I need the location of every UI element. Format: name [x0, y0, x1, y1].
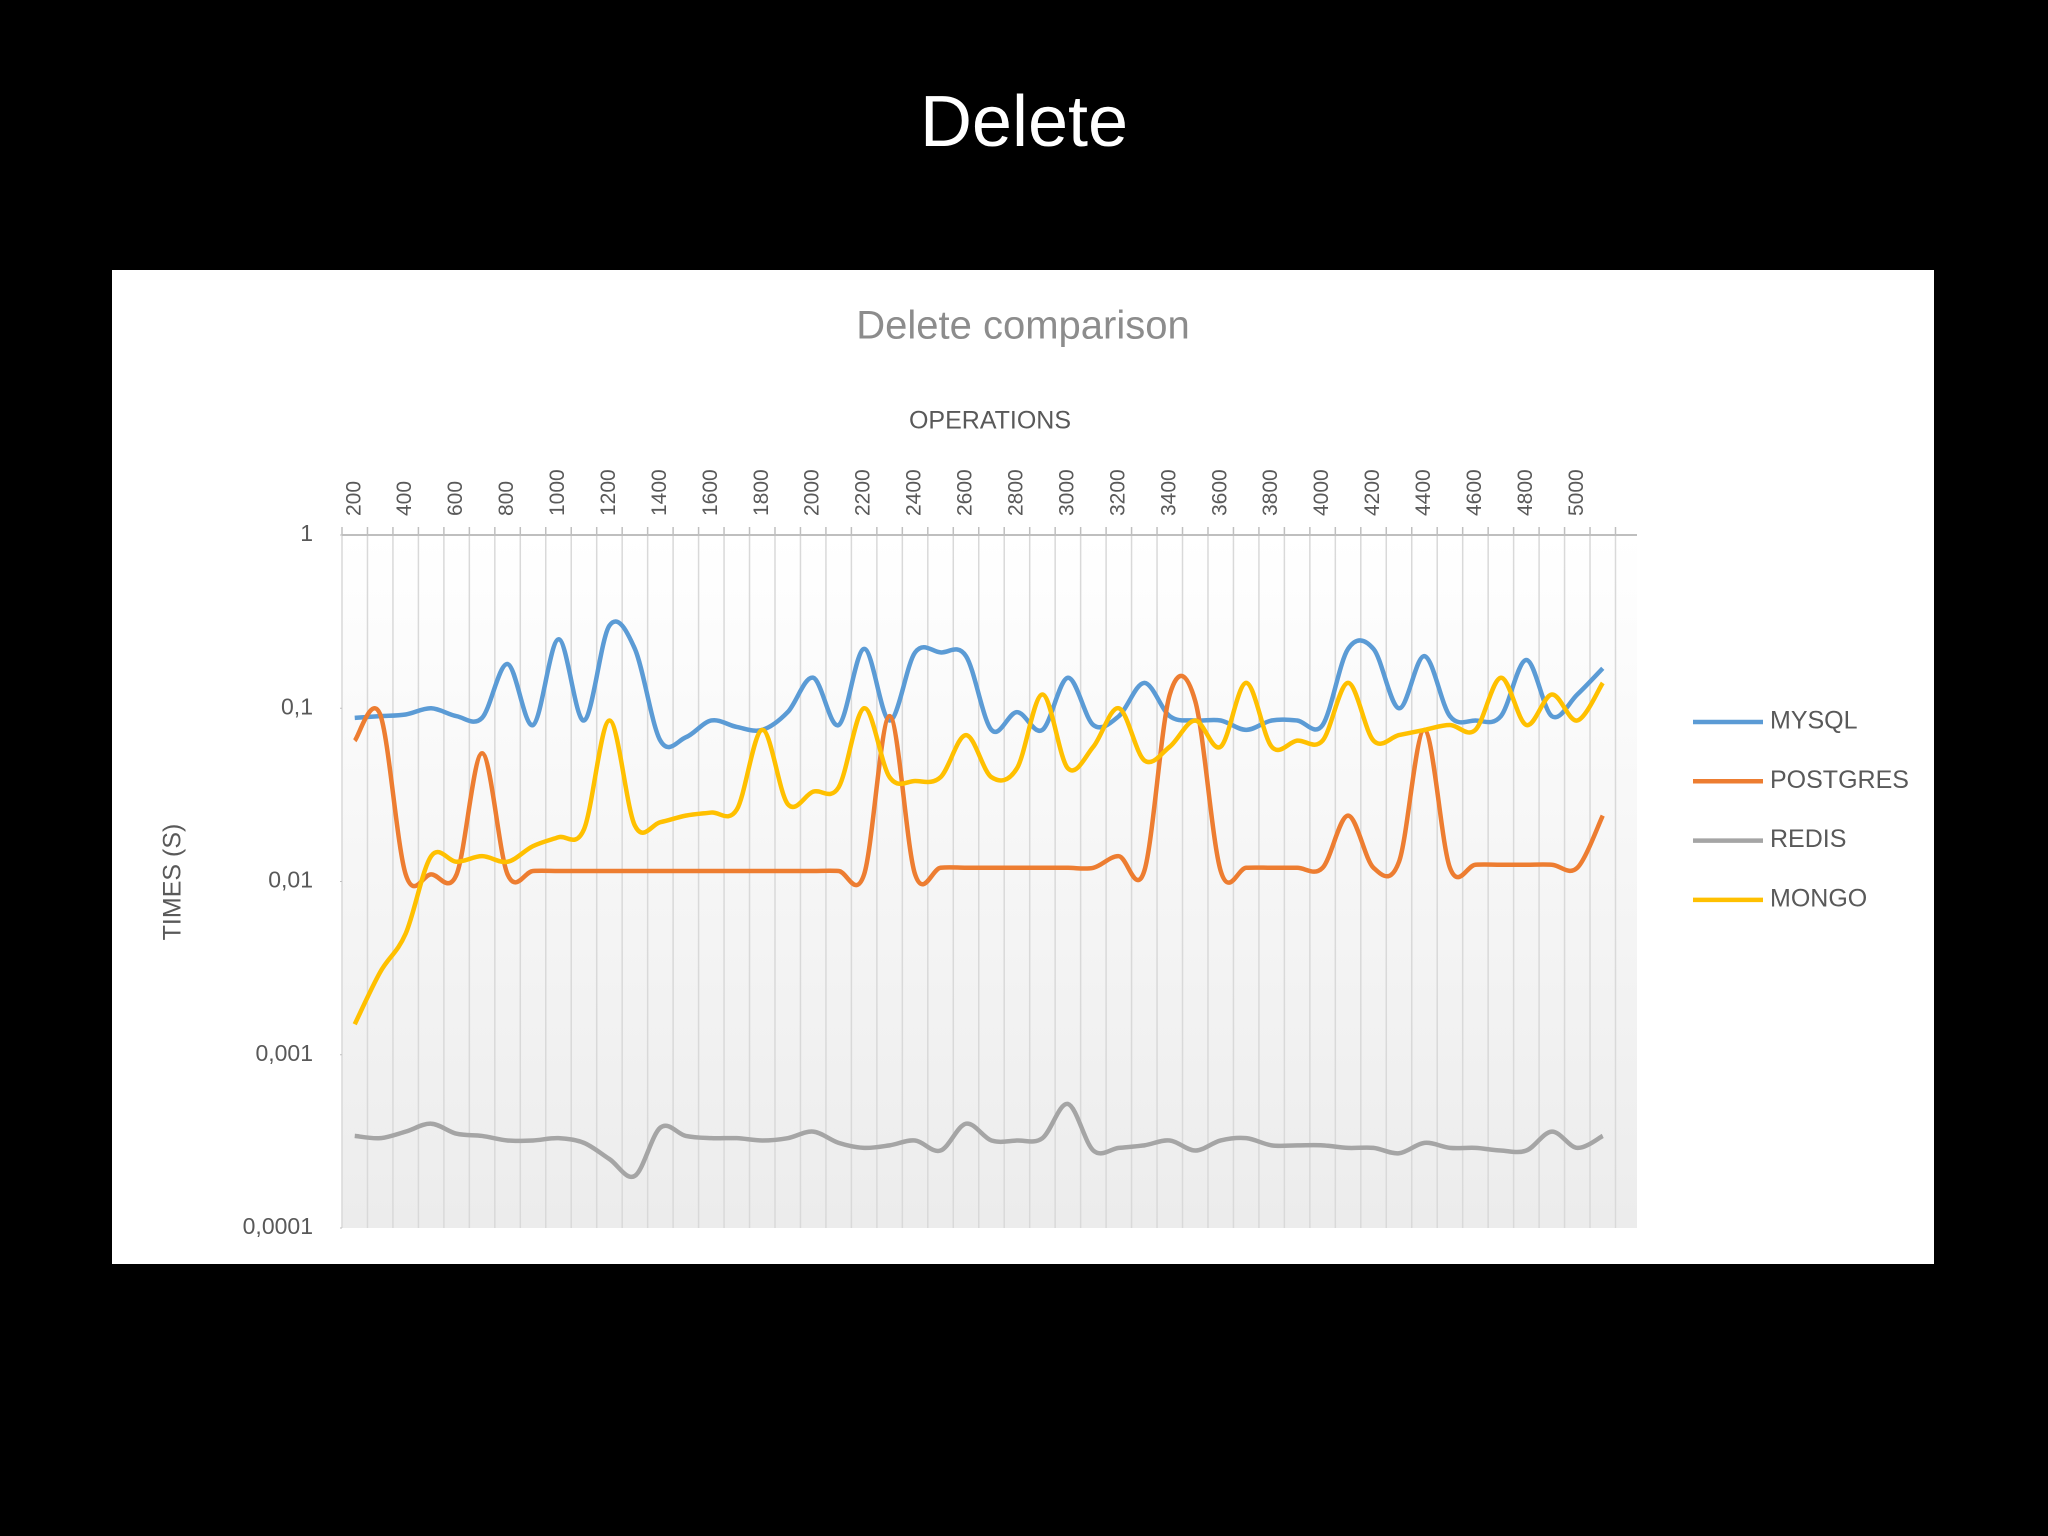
x-tick-label: 4400: [1412, 469, 1435, 516]
y-axis-title: TIMES (S): [159, 824, 187, 941]
chart-title: Delete comparison: [856, 304, 1190, 348]
legend-label: MONGO: [1770, 885, 1867, 913]
x-tick-label: 4800: [1514, 469, 1537, 516]
x-tick-label: 1800: [750, 469, 773, 516]
plot-area: [342, 535, 1637, 1228]
x-tick-label: 200: [342, 481, 365, 516]
x-tick-label: 3800: [1259, 469, 1282, 516]
series-line: [352, 675, 1605, 1026]
y-tick-label: 0,001: [255, 1040, 313, 1066]
y-tick-label: 0,01: [268, 867, 313, 893]
x-tick-label: 1000: [546, 469, 569, 516]
series-line: [354, 619, 1605, 750]
series-line: [354, 1101, 1604, 1180]
legend-label: POSTGRES: [1770, 766, 1909, 794]
x-tick-label: 2200: [852, 469, 875, 516]
x-tick-label: 4600: [1463, 469, 1486, 516]
x-tick-label: 1200: [597, 469, 620, 516]
x-tick-label: 3200: [1106, 469, 1129, 516]
category-grid: [341, 535, 1617, 1228]
x-tick-label: 2000: [801, 469, 824, 516]
y-tick-label: 0,0001: [243, 1213, 313, 1239]
legend-label: REDIS: [1770, 825, 1846, 853]
y-tick-label: 0,1: [281, 693, 313, 719]
x-tick-label: 4000: [1310, 469, 1333, 516]
x-tick-label: 1400: [648, 469, 671, 516]
x-tick-label: 4200: [1361, 469, 1384, 516]
slide-title: Delete: [920, 82, 1128, 162]
legend-label: MYSQL: [1770, 707, 1858, 735]
x-tick-label: 2800: [1005, 469, 1028, 516]
x-axis-title: OPERATIONS: [909, 407, 1071, 435]
x-tick-label: 3400: [1157, 469, 1180, 516]
x-tick-label: 3600: [1208, 469, 1231, 516]
x-tick-label: 400: [393, 481, 416, 516]
x-tick-label: 1600: [699, 469, 722, 516]
x-tick-label: 2400: [903, 469, 926, 516]
x-tick-label: 800: [495, 481, 518, 516]
x-tick-label: 5000: [1565, 469, 1588, 516]
series-line: [352, 673, 1605, 889]
y-tick-label: 1: [300, 520, 313, 546]
x-tick-label: 3000: [1055, 469, 1078, 516]
x-tick-label: 2600: [954, 469, 977, 516]
x-tick-label: 600: [444, 481, 467, 516]
